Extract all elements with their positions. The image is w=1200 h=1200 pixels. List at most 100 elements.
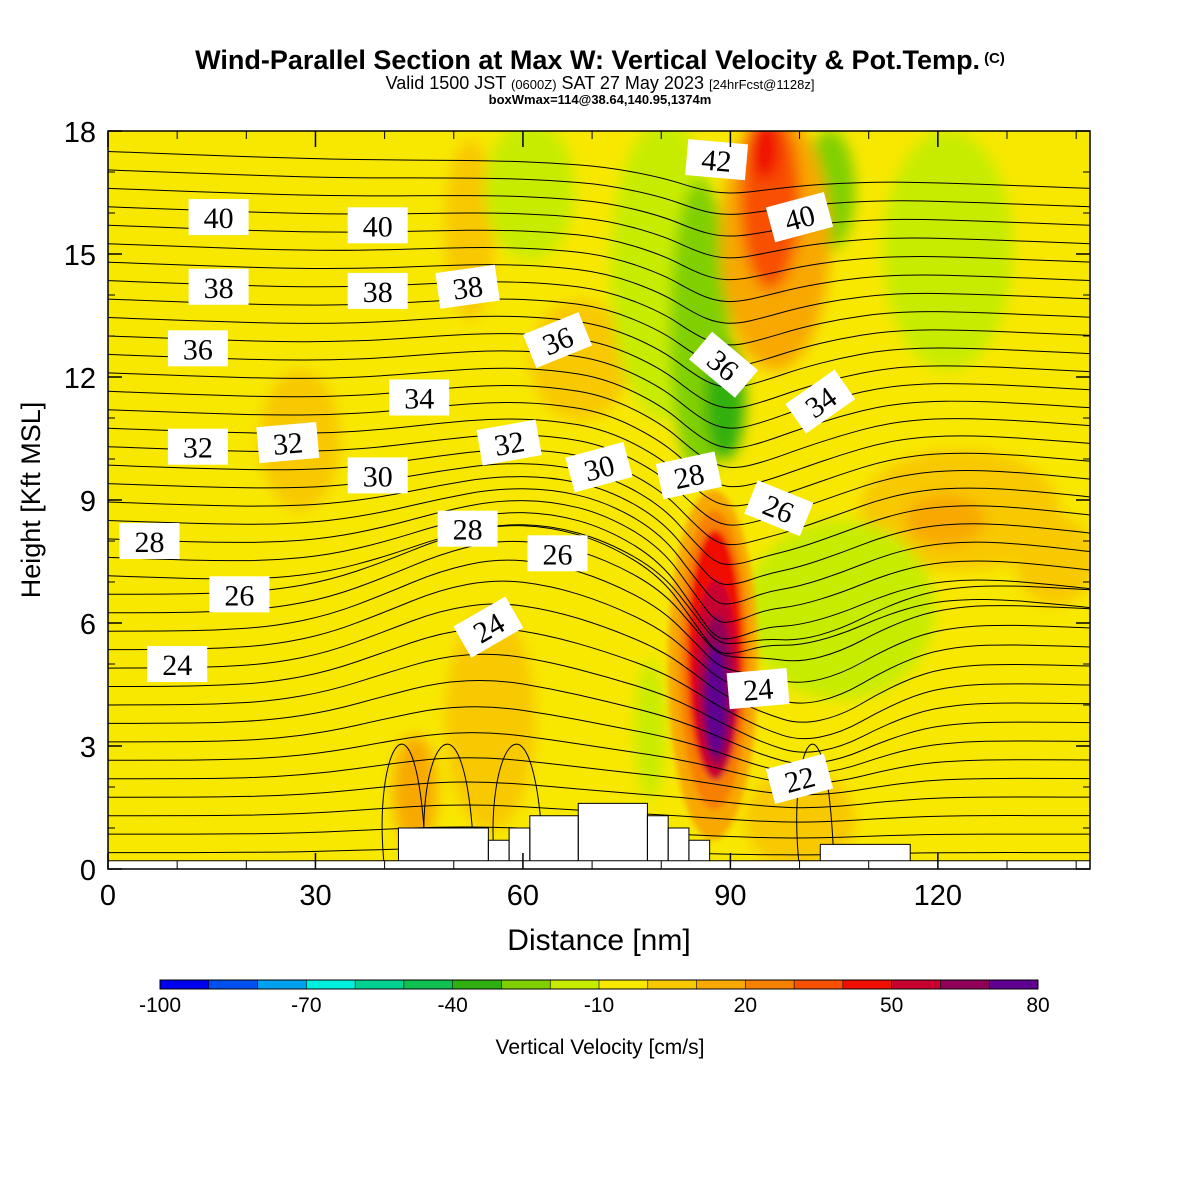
colorbar-tick-label: -40 [437,994,467,1017]
colorbar-swatch [257,980,307,989]
terrain-step [509,828,530,869]
theta-label-box [167,428,228,465]
theta-label-box [347,272,408,309]
valid-time-line: Valid 1500 JST (0600Z) SAT 27 May 2023 [… [0,73,1200,93]
w-region-weak-updraft [1015,515,1090,605]
theta-contour-line [108,463,1090,565]
theta-label-box [188,199,249,236]
terrain-step [398,828,489,869]
colorbar-swatch [501,980,551,989]
colorbar-swatch [745,980,795,989]
terrain-step [668,828,689,869]
theta-label: 40 [765,191,834,243]
colorbar-tick-label: -100 [139,994,181,1017]
theta-label-box [188,268,249,305]
valid-date: SAT 27 May 2023 [561,73,704,93]
colorbar-swatch [403,980,453,989]
theta-contour-line [108,500,1090,623]
theta-contour-line [108,781,1090,809]
theta-label: 28 [655,451,722,500]
theta-label-box [347,207,408,244]
theta-label: 24 [147,646,208,682]
y-tick-label: 18 [64,117,96,149]
theta-label-text: 40 [363,210,393,243]
theta-label: 32 [476,419,542,466]
colorbar-tick-label: 20 [734,994,757,1017]
theta-contour-line [108,261,1090,324]
theta-label-box [167,330,228,367]
colorbar-tick-label: 80 [1026,994,1049,1017]
colorbar-swatch [989,980,1038,989]
theta-contour-line [108,206,1090,259]
chart-title-block: Wind-Parallel Section at Max W: Vertical… [0,44,1200,107]
theta-label-text: 24 [162,649,192,682]
theta-contour-line [492,743,545,869]
colorbar-swatch [550,980,599,989]
colorbar-swatch [355,980,404,989]
theta-label: 26 [527,535,588,572]
theta-label: 42 [685,139,749,181]
theta-label: 28 [437,510,498,547]
theta-contour-line [108,367,1090,449]
theta-label-box [565,442,633,493]
forecast-info: [24hrFcst@1128z] [708,77,815,92]
valid-prefix: Valid 1500 JST [385,73,506,93]
theta-label: 26 [744,480,814,537]
x-tick-label: 120 [914,880,962,912]
theta-label-text: 38 [204,272,234,305]
theta-label-box [209,576,270,613]
w-region-strong-updraft [751,131,779,180]
theta-label-box [685,139,749,181]
terrain-step-outline [688,839,711,861]
theta-contour-line [108,350,1090,429]
colorbar-tick-label: 50 [880,994,903,1017]
y-tick-label: 9 [80,486,96,518]
colorbar-swatch [842,980,892,989]
theta-label: 34 [389,379,450,416]
theta-label-box [655,451,722,500]
boxmax-line: boxWmax=114@38.64,140.95,1374m [488,92,712,107]
theta-contour-line [108,679,1090,765]
theta-label-text: 32 [492,425,527,463]
theta-contour-line [108,525,1090,655]
colorbar-label: Vertical Velocity [cm/s] [495,1036,705,1059]
terrain-step [820,844,911,869]
theta-label-text: 24 [742,672,775,707]
theta-contour-line [108,706,1090,775]
theta-contour-line [108,826,1090,839]
w-region-weak-downdraft [745,520,935,700]
theta-contour-line [108,524,1090,644]
theta-contour-line [108,151,1090,194]
theta-contour-line [108,559,1090,683]
theta-label-box [389,379,450,416]
theta-label-box [437,510,498,547]
theta-label-text: 30 [363,460,393,493]
y-tick-label: 12 [64,363,96,395]
theta-contour-line [108,187,1090,237]
theta-label-box [256,422,320,464]
x-tick-label: 30 [299,880,331,912]
theta-label-box [765,753,834,804]
colorbar-swatch [599,980,648,989]
theta-contour-line [108,315,1090,388]
theta-label: 38 [188,268,249,305]
theta-label-box [476,419,542,466]
theta-contour-line [108,732,1090,785]
theta-contour-line [108,385,1090,468]
theta-label: 28 [119,523,180,559]
theta-label: 38 [347,272,408,309]
theta-contours [108,151,1090,869]
colorbar-swatch [306,980,356,989]
theta-label: 32 [256,422,320,464]
theta-label-text: 28 [671,458,707,497]
theta-label: 22 [765,753,834,804]
theta-label-box [453,596,524,658]
theta-label-box [527,535,588,572]
theta-contour-line [381,743,427,869]
colorbar-swatch [208,980,258,989]
theta-contour-line [108,603,1090,723]
colorbar-swatch [160,980,209,989]
theta-contour-line [108,224,1090,281]
theta-contour-line [108,580,1090,704]
theta-label-text: 32 [183,432,213,465]
